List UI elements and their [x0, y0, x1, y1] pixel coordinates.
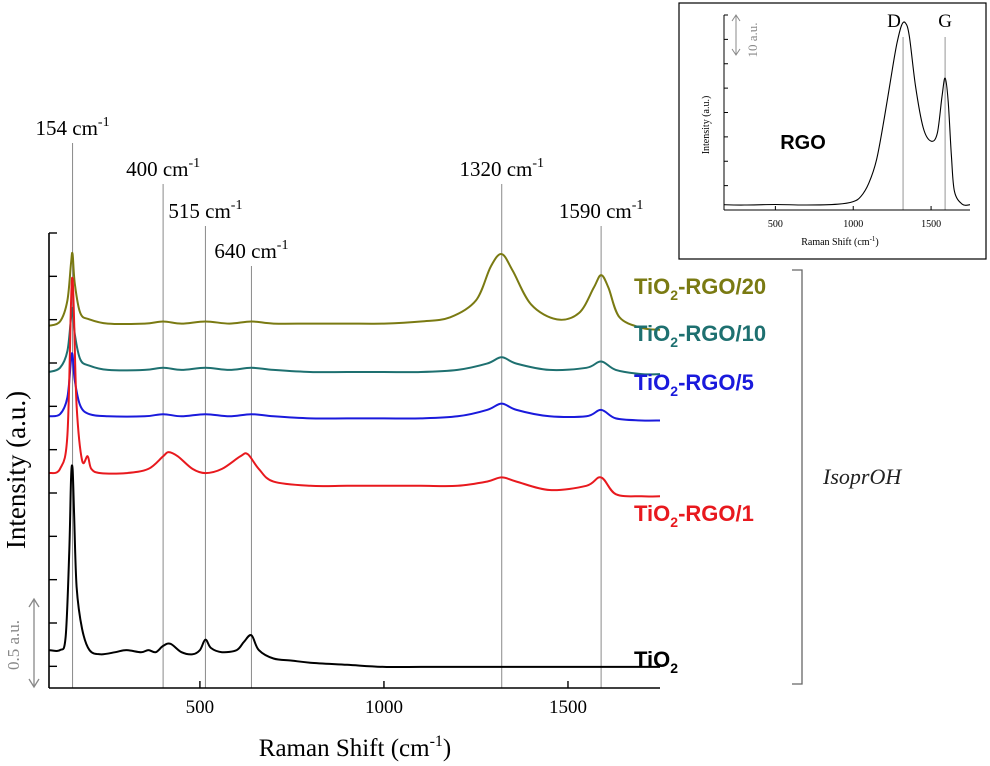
y-scale-bar-label: 0.5 a.u.	[4, 620, 23, 670]
x-axis-ticks: 500 1000 1500	[186, 681, 587, 718]
reference-line-label: 640 cm-1	[214, 238, 288, 263]
inset-series-line	[723, 21, 971, 206]
inset-y-scale-bar: 10 a.u.	[731, 14, 760, 58]
x-tick-label: 500	[186, 697, 215, 718]
y-axis-label: Intensity (a.u.)	[1, 391, 31, 549]
series-lines	[48, 251, 661, 669]
inset-reference-line-label: D	[887, 11, 901, 32]
series-label: TiO2-RGO/1	[634, 501, 754, 530]
x-tick-label: 1000	[365, 697, 403, 718]
reference-line-label: 515 cm-1	[168, 198, 242, 223]
inset-title: RGO	[780, 132, 826, 154]
inset-y-axis-label: Intensity (a.u.)	[701, 96, 712, 155]
group-bracket: IsoprOH	[792, 269, 902, 685]
inset-frame	[678, 2, 987, 260]
axes: 500 1000 1500	[48, 232, 660, 718]
reference-line-label: 400 cm-1	[126, 156, 200, 181]
y-axis-ticks	[49, 232, 57, 668]
series-line	[48, 464, 660, 669]
series-label: TiO2-RGO/20	[634, 274, 766, 303]
series-line	[48, 276, 661, 498]
series-line	[48, 251, 661, 331]
y-scale-bar: 0.5 a.u.	[4, 597, 40, 689]
reference-line-label: 1590 cm-1	[559, 198, 644, 223]
inset-reference-line-label: G	[938, 11, 952, 32]
reference-lines	[72, 143, 602, 688]
inset-x-tick-label: 500	[768, 219, 783, 230]
inset-series-line	[723, 21, 971, 206]
inset-y-scale-bar-label: 10 a.u.	[745, 22, 760, 57]
inset-reference-lines	[902, 37, 946, 210]
series-label: TiO2-RGO/5	[634, 370, 754, 399]
series-labels: TiO2-RGO/20 TiO2-RGO/10 TiO2-RGO/5 TiO2-RGO…	[634, 274, 766, 676]
inset-x-tick-label: 1500	[921, 219, 941, 230]
inset-x-tick-label: 1000	[843, 219, 863, 230]
main-chart: 154 cm-1 400 cm-1 515 cm-1 640 cm-1 1320 cm-…	[1, 115, 902, 762]
series-label: TiO2	[634, 647, 678, 676]
x-axis-label: Raman Shift (cm-1)	[259, 733, 451, 762]
inset-axes: 500 1000 1500	[723, 14, 970, 230]
reference-line-label: 154 cm-1	[36, 115, 110, 140]
x-tick-label: 1500	[549, 697, 587, 718]
reference-line-labels: 154 cm-1 400 cm-1 515 cm-1 640 cm-1 1320 cm-…	[36, 115, 644, 263]
inset-y-axis-ticks	[724, 14, 728, 211]
group-bracket-label: IsoprOH	[822, 464, 902, 489]
inset-x-axis-label: Raman Shift (cm-1)	[801, 235, 879, 248]
series-line	[48, 352, 661, 422]
reference-line-label: 1320 cm-1	[459, 156, 544, 181]
series-label: TiO2-RGO/10	[634, 321, 766, 350]
inset-x-axis-ticks: 500 1000 1500	[768, 206, 941, 230]
